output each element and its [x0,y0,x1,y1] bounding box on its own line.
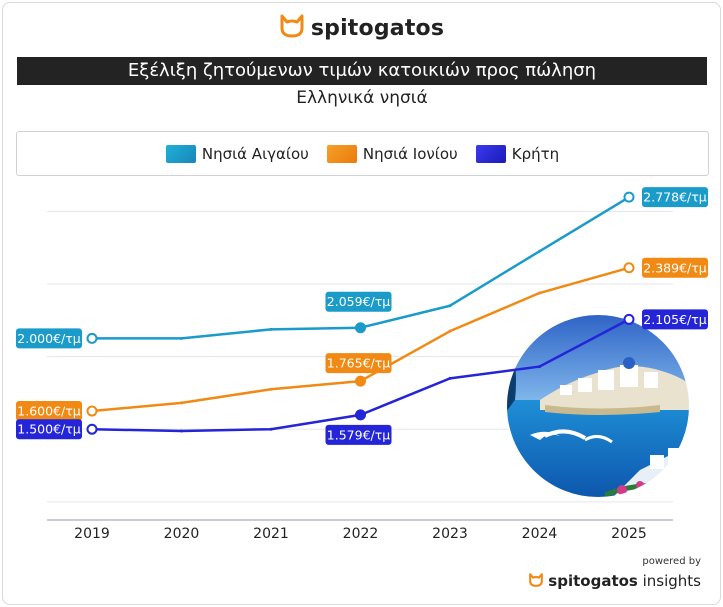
data-point [180,429,183,433]
data-label: 1.500€/τμ [16,419,82,440]
data-label: 2.105€/τμ [642,309,708,330]
data-label: 2.778€/τμ [642,187,708,208]
data-label: 1.579€/τμ [325,424,392,445]
data-point [180,336,183,340]
data-point [623,191,635,203]
illustration-border [505,313,691,499]
x-tick-label: 2021 [253,526,289,542]
data-label: 2.000€/τμ [16,328,82,349]
data-label-box [642,257,708,278]
data-label-box [16,328,82,349]
island-illustration [506,314,690,498]
footer-brand-light: insights [637,572,701,590]
data-label-box [642,309,708,330]
data-point [86,332,98,344]
legend-item-aegean: Νησιά Αιγαίου [165,144,309,163]
powered-by-text: powered by [642,556,701,567]
brand-header: spitogatos [0,14,723,44]
series-points [86,191,635,435]
data-label: 1.765€/τμ [325,353,392,374]
data-point [448,329,452,333]
legend-label-aegean: Νησιά Αιγαίου [201,144,309,163]
x-tick-label: 2019 [74,526,110,542]
data-label-box [16,401,82,422]
data-label-text: 1.765€/τμ [327,356,390,371]
data-point [355,322,366,334]
legend-label-crete: Κρήτη [511,144,560,163]
x-axis: 2019 2020 2021 2022 2023 2024 2025 [74,526,647,542]
data-label-box [325,291,392,312]
legend-item-crete: Κρήτη [475,144,560,163]
series-line-0 [92,196,630,340]
data-label-text: 1.600€/τμ [17,404,80,419]
data-label-text: 2.778€/τμ [643,190,706,205]
x-tick-label: 2025 [611,526,647,542]
legend-item-ionian: Νησιά Ιονίου [326,144,458,163]
data-label-box [325,353,392,374]
data-point [538,291,541,295]
chart-legend: Νησιά Αιγαίου Νησιά Ιονίου Κρήτη [16,131,709,176]
data-label-text: 1.579€/τμ [327,427,390,442]
data-point [269,327,273,331]
data-point [86,423,98,435]
cat-logo-icon [279,14,305,44]
data-point [623,313,635,325]
data-label-box [16,419,82,440]
data-label-box [325,424,392,445]
x-tick-label: 2024 [522,526,558,542]
data-point [448,376,452,380]
data-point [538,249,541,253]
data-label: 1.600€/τμ [16,401,82,422]
footer-brand-bold: spitogatos [548,572,638,590]
data-label: 2.059€/τμ [325,291,392,312]
legend-label-ionian: Νησιά Ιονίου [362,144,458,163]
data-point [448,304,452,308]
data-point [269,387,273,391]
data-point [86,405,98,417]
brand-name: spitogatos [310,16,445,41]
data-point [355,375,366,387]
data-point [355,409,366,421]
chart-title: Εξέλιξη ζητούμενων τιμών κατοικιών προς … [17,57,707,85]
x-tick-label: 2022 [343,526,379,542]
data-label-box [642,187,708,208]
footer-cat-icon [528,572,549,590]
data-label-text: 2.059€/τμ [327,294,390,309]
legend-swatch-aegean [165,144,196,163]
x-tick-label: 2020 [164,526,200,542]
data-label-text: 2.105€/τμ [643,312,706,327]
data-labels: 2.000€/τμ 1.600€/τμ 1.500€/τμ 2.059€/τμ 1.76… [16,187,708,445]
data-point [269,427,273,431]
footer-brand: spitogatos insights [528,572,701,590]
data-point [538,365,541,369]
chart-subtitle: Ελληνικά νησιά [296,88,428,108]
x-tick-label: 2023 [432,526,468,542]
data-label-text: 1.500€/τμ [17,422,80,437]
data-point [623,262,635,274]
legend-swatch-ionian [326,144,357,163]
data-point [180,401,183,405]
legend-swatch-crete [475,144,506,163]
data-label: 2.389€/τμ [642,257,708,278]
data-label-text: 2.389€/τμ [643,260,706,275]
data-label-text: 2.000€/τμ [17,331,80,346]
